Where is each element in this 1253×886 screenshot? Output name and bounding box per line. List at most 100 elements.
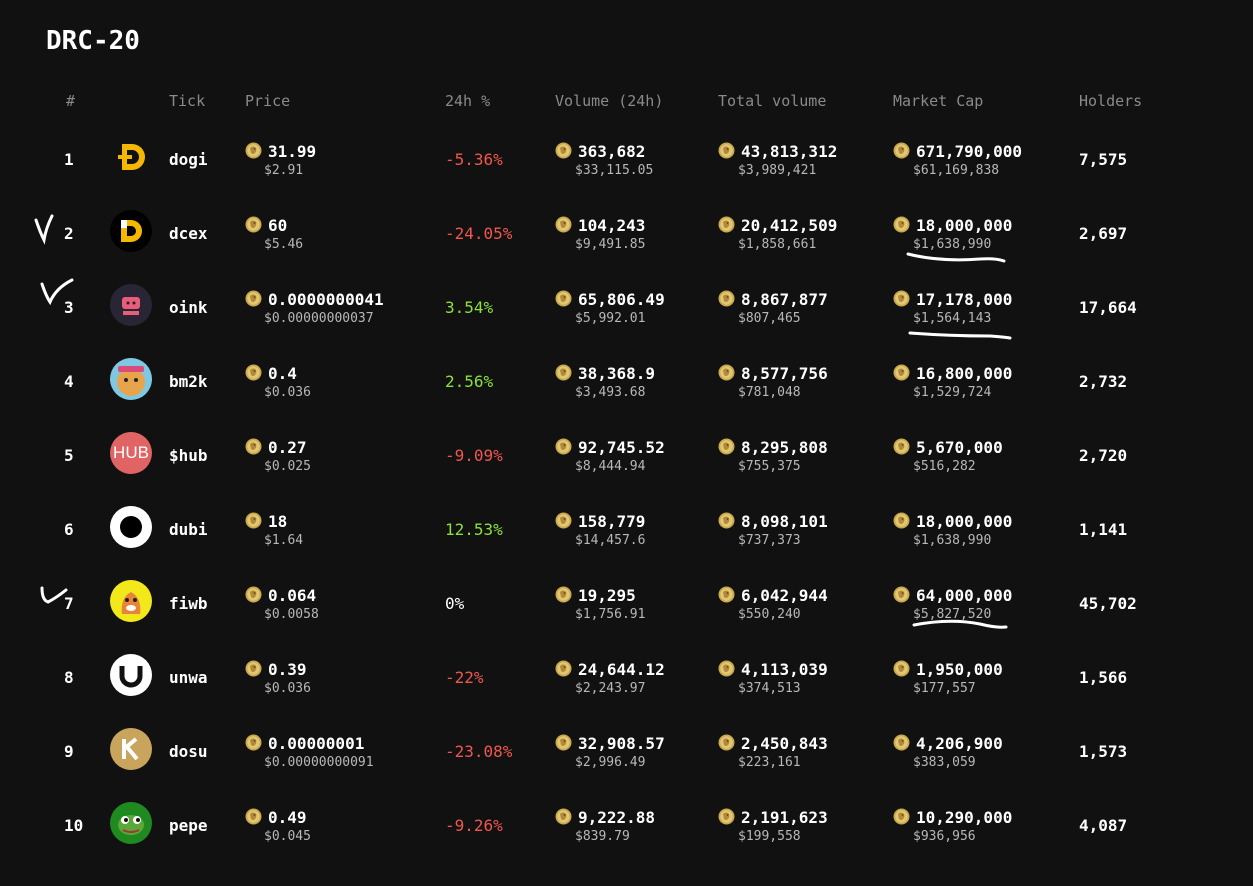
volume-cell: 24,644.12	[555, 660, 665, 679]
price-usd: $0.036	[264, 385, 311, 400]
header-price[interactable]: Price	[245, 92, 291, 110]
doge-coin-icon	[245, 808, 262, 825]
header-volume[interactable]: Volume (24h)	[555, 92, 664, 110]
market-cap-value: 64,000,000	[916, 586, 1013, 605]
market-cap-value: 4,206,900	[916, 734, 1003, 753]
holders-cell: 4,087	[1079, 816, 1128, 835]
table-row[interactable]: 4 bm2k 0.4 $0.036 2.56% 38,368.9 $3,493.68 8,57…	[0, 352, 1253, 426]
header-market-cap[interactable]: Market Cap	[893, 92, 984, 110]
doge-coin-icon	[555, 438, 572, 455]
market-cap-cell: 5,670,000	[893, 438, 1003, 457]
tick-cell[interactable]: fiwb	[169, 594, 208, 613]
doge-coin-icon	[245, 512, 262, 529]
table-row[interactable]: 7 fiwb 0.064 $0.0058 0% 19,295 $1,756.91 6,042,…	[0, 574, 1253, 648]
doge-coin-icon	[555, 142, 572, 159]
volume-cell: 158,779	[555, 512, 645, 531]
table-row[interactable]: 3 oink 0.0000000041 $0.00000000037 3.54% 65,8…	[0, 278, 1253, 352]
rank-cell: 6	[64, 520, 74, 539]
price-usd: $0.045	[264, 829, 311, 844]
header-holders[interactable]: Holders	[1079, 92, 1143, 110]
header-change[interactable]: 24h %	[445, 92, 491, 110]
table-row[interactable]: 2 dcex 60 $5.46 -24.05% 104,243 $9,491.85 20,41…	[0, 204, 1253, 278]
holders-cell: 17,664	[1079, 298, 1137, 317]
price-value: 0.064	[268, 586, 317, 605]
total-volume-value: 2,450,843	[741, 734, 828, 753]
price-value: 0.4	[268, 364, 297, 383]
change-cell: 0%	[445, 594, 465, 613]
volume-value: 24,644.12	[578, 660, 665, 679]
table-row[interactable]: 8 unwa 0.39 $0.036 -22% 24,644.12 $2,243.97 4,1…	[0, 648, 1253, 722]
market-cap-cell: 18,000,000	[893, 216, 1012, 235]
doge-coin-icon	[245, 290, 262, 307]
dubi-logo	[110, 506, 152, 548]
volume-value: 92,745.52	[578, 438, 665, 457]
price-value: 60	[268, 216, 288, 235]
doge-coin-icon	[555, 808, 572, 825]
tick-cell[interactable]: dcex	[169, 224, 208, 243]
doge-coin-icon	[718, 512, 735, 529]
rank-cell: 8	[64, 668, 74, 687]
price-value: 0.27	[268, 438, 307, 457]
price-usd: $0.0058	[264, 607, 319, 622]
volume-value: 104,243	[578, 216, 646, 235]
doge-coin-icon	[245, 216, 262, 233]
tick-cell[interactable]: oink	[169, 298, 208, 317]
table-row[interactable]: 10 pepe 0.49 $0.045 -9.26% 9,222.88 $839.79 2,1…	[0, 796, 1253, 870]
market-cap-cell: 18,000,000	[893, 512, 1012, 531]
market-cap-usd: $1,638,990	[913, 237, 992, 252]
market-cap-usd: $5,827,520	[913, 607, 992, 622]
market-cap-cell: 10,290,000	[893, 808, 1012, 827]
volume-cell: 9,222.88	[555, 808, 655, 827]
market-cap-value: 1,950,000	[916, 660, 1003, 679]
bm2k-logo	[110, 358, 152, 400]
table-row[interactable]: 1 dogi 31.99 $2.91 -5.36% 363,682 $33,115.05 43…	[0, 130, 1253, 204]
total-volume-value: 8,577,756	[741, 364, 828, 383]
tick-cell[interactable]: unwa	[169, 668, 208, 687]
volume-cell: 32,908.57	[555, 734, 665, 753]
table-row[interactable]: 9 dosu 0.00000001 $0.00000000091 -23.08% 32,9…	[0, 722, 1253, 796]
tick-cell[interactable]: dubi	[169, 520, 208, 539]
doge-coin-icon	[555, 364, 572, 381]
rank-cell: 5	[64, 446, 74, 465]
price-usd: $0.00000000037	[264, 311, 374, 326]
holders-cell: 7,575	[1079, 150, 1128, 169]
doge-coin-icon	[555, 586, 572, 603]
volume-usd: $33,115.05	[575, 163, 654, 178]
volume-usd: $2,996.49	[575, 755, 646, 770]
dogi-logo	[110, 136, 152, 178]
volume-cell: 38,368.9	[555, 364, 655, 383]
total-volume-usd: $755,375	[738, 459, 801, 474]
price-value: 0.0000000041	[268, 290, 384, 309]
table-row[interactable]: 6 dubi 18 $1.64 12.53% 158,779 $14,457.6 8,098,…	[0, 500, 1253, 574]
doge-coin-icon	[893, 586, 910, 603]
holders-cell: 2,697	[1079, 224, 1128, 243]
change-cell: -22%	[445, 668, 484, 687]
total-volume-cell: 8,867,877	[718, 290, 828, 309]
price-cell: 0.39	[245, 660, 307, 679]
total-volume-cell: 8,098,101	[718, 512, 828, 531]
rank-cell: 9	[64, 742, 74, 761]
volume-value: 9,222.88	[578, 808, 656, 827]
market-cap-value: 16,800,000	[916, 364, 1013, 383]
tick-cell[interactable]: dogi	[169, 150, 208, 169]
price-cell: 0.00000001	[245, 734, 364, 753]
market-cap-value: 18,000,000	[916, 512, 1013, 531]
header-total-volume[interactable]: Total volume	[718, 92, 827, 110]
total-volume-cell: 20,412,509	[718, 216, 837, 235]
volume-usd: $3,493.68	[575, 385, 646, 400]
tick-cell[interactable]: $hub	[169, 446, 208, 465]
doge-coin-icon	[245, 734, 262, 751]
tick-cell[interactable]: dosu	[169, 742, 208, 761]
tick-cell[interactable]: bm2k	[169, 372, 208, 391]
hub-logo: HUB	[110, 432, 152, 474]
table-row[interactable]: 5 HUB $hub 0.27 $0.025 -9.09% 92,745.52 $8,444.…	[0, 426, 1253, 500]
header-rank[interactable]: #	[66, 92, 76, 110]
rank-cell: 1	[64, 150, 74, 169]
header-tick[interactable]: Tick	[169, 92, 206, 110]
volume-cell: 104,243	[555, 216, 645, 235]
doge-coin-icon	[555, 216, 572, 233]
total-volume-value: 8,295,808	[741, 438, 828, 457]
volume-value: 65,806.49	[578, 290, 665, 309]
tick-cell[interactable]: pepe	[169, 816, 208, 835]
rank-cell: 2	[64, 224, 74, 243]
